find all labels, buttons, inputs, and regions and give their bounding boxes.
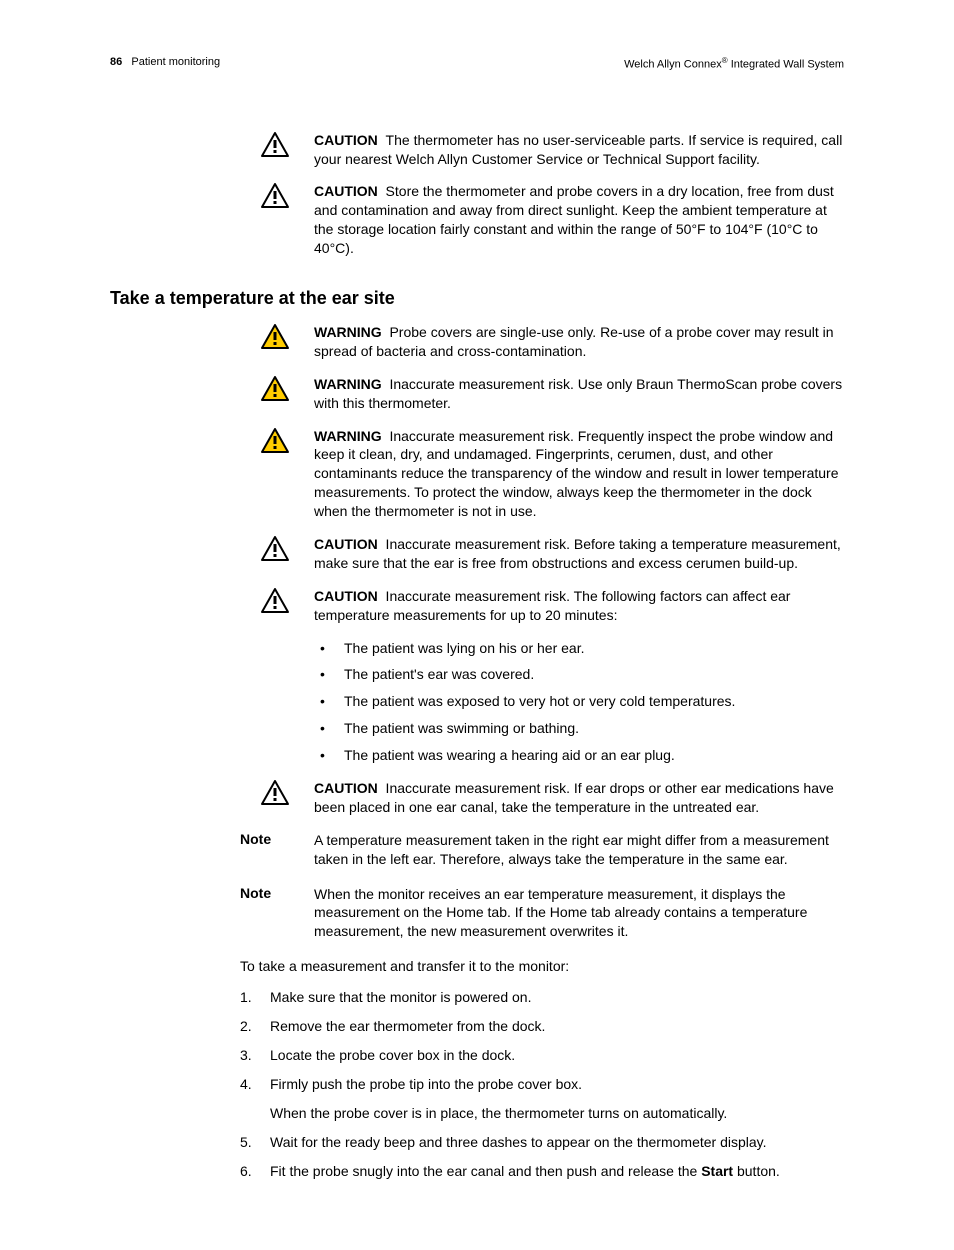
header-left: 86 Patient monitoring bbox=[110, 56, 220, 71]
alert-label: CAUTION bbox=[314, 183, 378, 199]
alert-text: CAUTION Inaccurate measurement risk. Bef… bbox=[314, 535, 844, 573]
alert-label: CAUTION bbox=[314, 132, 378, 148]
alerts-section-group: WARNING Probe covers are single-use only… bbox=[110, 323, 844, 625]
list-item: The patient was wearing a hearing aid or… bbox=[320, 746, 844, 765]
alert-label: CAUTION bbox=[314, 588, 378, 604]
caution-icon bbox=[260, 779, 290, 807]
alert-row: WARNING Inaccurate measurement risk. Fre… bbox=[260, 427, 844, 521]
alert-row: CAUTION The thermometer has no user-serv… bbox=[260, 131, 844, 169]
step-item: Wait for the ready beep and three dashes… bbox=[240, 1133, 844, 1152]
alert-label: WARNING bbox=[314, 376, 382, 392]
warning-icon bbox=[260, 323, 290, 351]
reg-mark: ® bbox=[722, 56, 728, 65]
alerts-top-group: CAUTION The thermometer has no user-serv… bbox=[110, 131, 844, 258]
step-item: Locate the probe cover box in the dock. bbox=[240, 1046, 844, 1065]
alert-icon-wrap bbox=[260, 535, 296, 563]
alert-row: WARNING Inaccurate measurement risk. Use… bbox=[260, 375, 844, 413]
alert-text: CAUTION Inaccurate measurement risk. The… bbox=[314, 587, 844, 625]
list-item: The patient was swimming or bathing. bbox=[320, 719, 844, 738]
alert-icon-wrap bbox=[260, 779, 296, 807]
header-suffix: Integrated Wall System bbox=[731, 59, 844, 71]
start-button-label: Start bbox=[701, 1163, 733, 1179]
list-item: The patient was lying on his or her ear. bbox=[320, 639, 844, 658]
alert-icon-wrap bbox=[260, 182, 296, 210]
page-number: 86 bbox=[110, 56, 122, 68]
step-subtext: When the probe cover is in place, the th… bbox=[270, 1104, 844, 1123]
section-heading: Take a temperature at the ear site bbox=[110, 288, 844, 309]
page-container: 86 Patient monitoring Welch Allyn Connex… bbox=[0, 0, 954, 1250]
alert-icon-wrap bbox=[260, 131, 296, 159]
alert-label: WARNING bbox=[314, 428, 382, 444]
header-product: Welch Allyn Connex bbox=[624, 59, 722, 71]
alert-label: WARNING bbox=[314, 324, 382, 340]
alert-text: WARNING Inaccurate measurement risk. Fre… bbox=[314, 427, 844, 521]
step-item: Firmly push the probe tip into the probe… bbox=[240, 1075, 844, 1123]
alert-row: WARNING Probe covers are single-use only… bbox=[260, 323, 844, 361]
note-label: Note bbox=[240, 885, 314, 901]
notes-group: NoteA temperature measurement taken in t… bbox=[110, 831, 844, 941]
alert-label: CAUTION bbox=[314, 536, 378, 552]
factors-bullet-list: The patient was lying on his or her ear.… bbox=[320, 639, 844, 765]
list-item: The patient's ear was covered. bbox=[320, 665, 844, 684]
note-text: A temperature measurement taken in the r… bbox=[314, 831, 844, 869]
steps-list: Make sure that the monitor is powered on… bbox=[240, 988, 844, 1180]
alert-row: CAUTION Inaccurate measurement risk. If … bbox=[260, 779, 844, 817]
list-item: The patient was exposed to very hot or v… bbox=[320, 692, 844, 711]
header-right: Welch Allyn Connex® Integrated Wall Syst… bbox=[624, 56, 844, 71]
alert-text: CAUTION Store the thermometer and probe … bbox=[314, 182, 844, 258]
alert-row: CAUTION Inaccurate measurement risk. The… bbox=[260, 587, 844, 625]
note-row: NoteWhen the monitor receives an ear tem… bbox=[240, 885, 844, 942]
warning-icon bbox=[260, 427, 290, 455]
caution-icon bbox=[260, 182, 290, 210]
step-item: Make sure that the monitor is powered on… bbox=[240, 988, 844, 1007]
alert-text: CAUTION The thermometer has no user-serv… bbox=[314, 131, 844, 169]
step-item: Fit the probe snugly into the ear canal … bbox=[240, 1162, 844, 1181]
page-header: 86 Patient monitoring Welch Allyn Connex… bbox=[110, 56, 844, 71]
alert-after-bullets: CAUTION Inaccurate measurement risk. If … bbox=[110, 779, 844, 817]
alert-icon-wrap bbox=[260, 323, 296, 351]
note-text: When the monitor receives an ear tempera… bbox=[314, 885, 844, 942]
warning-icon bbox=[260, 375, 290, 403]
step-item: Remove the ear thermometer from the dock… bbox=[240, 1017, 844, 1036]
header-section: Patient monitoring bbox=[131, 56, 220, 68]
note-label: Note bbox=[240, 831, 314, 847]
caution-icon bbox=[260, 587, 290, 615]
alert-text: WARNING Probe covers are single-use only… bbox=[314, 323, 844, 361]
alert-text: WARNING Inaccurate measurement risk. Use… bbox=[314, 375, 844, 413]
alert-text: CAUTION Inaccurate measurement risk. If … bbox=[314, 779, 844, 817]
alert-icon-wrap bbox=[260, 375, 296, 403]
alert-row: CAUTION Store the thermometer and probe … bbox=[260, 182, 844, 258]
caution-icon bbox=[260, 131, 290, 159]
caution-icon bbox=[260, 535, 290, 563]
alert-row: CAUTION Inaccurate measurement risk. Bef… bbox=[260, 535, 844, 573]
intro-paragraph: To take a measurement and transfer it to… bbox=[240, 957, 844, 976]
note-row: NoteA temperature measurement taken in t… bbox=[240, 831, 844, 869]
alert-icon-wrap bbox=[260, 587, 296, 615]
alert-icon-wrap bbox=[260, 427, 296, 455]
alert-label: CAUTION bbox=[314, 780, 378, 796]
